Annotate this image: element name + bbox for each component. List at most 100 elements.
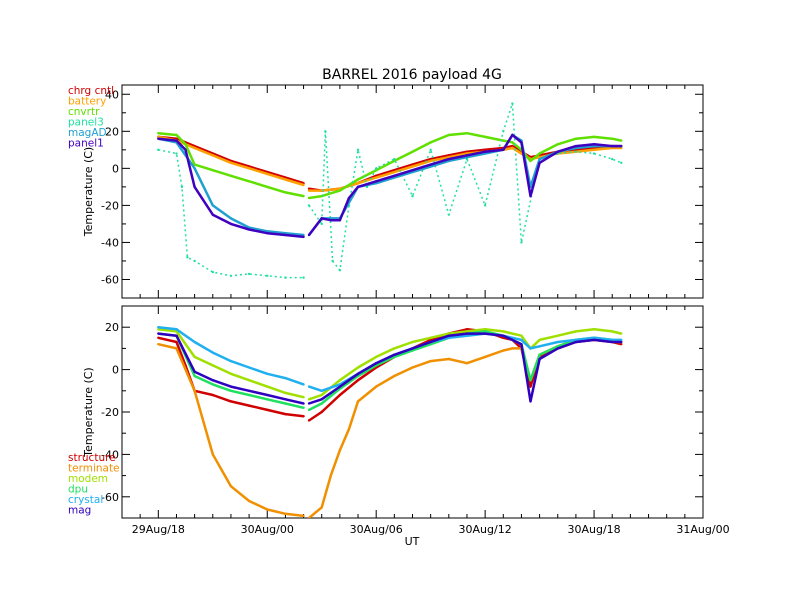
data-point (529, 347, 532, 350)
data-point (447, 334, 451, 337)
data-point (175, 340, 178, 344)
data-point (302, 183, 305, 187)
data-point (211, 169, 214, 172)
legend-entry: modem (68, 473, 108, 485)
series-line (308, 338, 622, 518)
data-point (193, 163, 196, 166)
data-point (411, 194, 414, 198)
data-point (347, 196, 351, 200)
x-axis-label: UT (405, 535, 420, 548)
data-point (483, 355, 487, 359)
data-point (538, 357, 541, 361)
data-point (229, 485, 233, 488)
data-point (284, 391, 287, 395)
series-line (158, 131, 304, 198)
data-point (574, 150, 578, 153)
legend-entry: panel3 (68, 117, 104, 129)
data-point (302, 406, 305, 409)
data-point (347, 427, 351, 431)
data-point (266, 398, 269, 401)
data-point (229, 217, 233, 220)
data-point (302, 402, 305, 405)
data-point (338, 393, 342, 397)
series-cnvrtr (157, 131, 623, 200)
data-point (307, 187, 311, 190)
series-line (158, 336, 304, 418)
data-point (157, 148, 160, 152)
data-point (465, 131, 469, 135)
data-point (284, 233, 287, 237)
data-point (266, 185, 269, 189)
series-panel3 (157, 102, 623, 279)
data-point (320, 389, 323, 392)
data-point (529, 385, 532, 388)
data-point (229, 400, 233, 403)
data-point (411, 366, 414, 369)
data-point (180, 185, 184, 189)
data-point (511, 338, 514, 342)
data-point (429, 159, 432, 163)
data-point (302, 276, 305, 279)
series-modem (157, 328, 623, 401)
data-point (483, 204, 487, 207)
data-point (611, 338, 614, 342)
x-tick-label: 31Aug/00 (676, 523, 729, 536)
data-point (157, 137, 160, 140)
data-point (393, 157, 396, 161)
data-point (529, 194, 532, 198)
legend-entry: cnvrtr (68, 106, 100, 118)
data-point (511, 144, 514, 148)
data-point (307, 204, 311, 207)
data-point (302, 514, 305, 518)
panel-1: 40 20 0 -20 -40 -60 Temperature (C) chrg cntlba… (68, 84, 704, 299)
series-terminate (157, 338, 623, 518)
data-point (574, 330, 578, 333)
data-point (483, 328, 487, 331)
legend-entry: dpu (68, 484, 88, 496)
data-point (502, 148, 505, 152)
data-point (620, 146, 623, 150)
data-point (556, 347, 559, 350)
x-tick-label: 29Aug/18 (132, 523, 185, 536)
data-point (157, 135, 160, 139)
data-point (611, 340, 614, 344)
data-point (193, 259, 196, 263)
data-point (266, 393, 269, 397)
legend-entry: crystal (68, 494, 103, 506)
data-point (538, 157, 541, 161)
legend-entry: mag (68, 505, 91, 517)
data-point (465, 330, 469, 333)
data-point (193, 355, 196, 359)
y-tick-label: 20 (105, 125, 119, 138)
data-point (592, 143, 596, 146)
data-point (193, 185, 196, 189)
data-point (520, 141, 523, 144)
data-point (520, 334, 523, 337)
series-line (309, 146, 622, 192)
data-point (356, 379, 360, 382)
data-point (266, 274, 269, 277)
data-point (193, 146, 196, 150)
data-point (186, 256, 189, 259)
data-point (502, 349, 505, 352)
data-point (247, 366, 251, 369)
data-point (611, 146, 614, 150)
data-point (157, 326, 160, 329)
data-point (307, 402, 311, 405)
data-point (329, 474, 332, 477)
y-tick-label: -20 (101, 199, 119, 212)
data-point (411, 340, 414, 344)
data-point (247, 404, 251, 407)
data-point (229, 385, 233, 388)
data-point (320, 410, 323, 414)
data-point (556, 150, 559, 153)
data-point (574, 137, 578, 140)
data-point (520, 241, 523, 244)
data-point (338, 385, 342, 388)
data-point (611, 144, 614, 148)
data-point (307, 419, 311, 422)
data-point (556, 340, 559, 344)
data-point (247, 180, 251, 183)
data-point (211, 270, 214, 274)
series-line (308, 102, 622, 271)
